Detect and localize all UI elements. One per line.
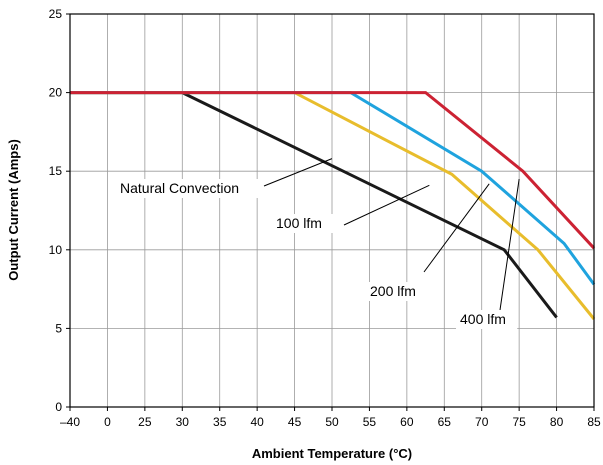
series-line-natural-convection xyxy=(70,91,558,319)
series-label-200-lfm: 200 lfm xyxy=(370,283,416,299)
series-line-400-lfm xyxy=(70,91,596,250)
series-label-400-lfm: 400 lfm xyxy=(460,311,506,327)
y-tick-label: 5 xyxy=(55,321,62,335)
leader-line-200-lfm xyxy=(423,183,490,273)
y-tick-label: 20 xyxy=(49,86,63,100)
series-label-natural-convection: Natural Convection xyxy=(120,180,239,196)
y-tick-label: 15 xyxy=(49,164,63,178)
y-tick-label: 10 xyxy=(49,243,63,257)
label-background-400-lfm xyxy=(456,310,518,329)
label-background-natural-convection xyxy=(116,179,261,198)
grid xyxy=(69,13,595,408)
y-tick-label: 25 xyxy=(49,7,63,21)
x-tick-label: 50 xyxy=(325,415,339,429)
x-tick-label: 80 xyxy=(550,415,564,429)
x-tick-label: 30 xyxy=(176,415,190,429)
x-tick-label: 45 xyxy=(288,415,302,429)
x-tick-label: 35 xyxy=(213,415,227,429)
x-tick-label: 65 xyxy=(438,415,452,429)
y-axis-title: Output Current (Amps) xyxy=(6,139,21,281)
x-tick-label: 60 xyxy=(400,415,414,429)
x-tick-label: 75 xyxy=(512,415,526,429)
leader-line-natural-convection xyxy=(263,158,333,187)
x-tick-label: 85 xyxy=(587,415,601,429)
x-tick-label: 25 xyxy=(138,415,152,429)
x-tick-label: 55 xyxy=(363,415,377,429)
y-tick-label: 0 xyxy=(55,400,62,414)
x-tick-label: 0 xyxy=(104,415,111,429)
label-background-100-lfm xyxy=(272,214,334,233)
series-lines xyxy=(70,91,596,320)
leader-line-100-lfm xyxy=(343,184,430,226)
x-axis-title: Ambient Temperature (°C) xyxy=(252,446,412,461)
x-tick-label: 70 xyxy=(475,415,489,429)
x-tick-label: 40 xyxy=(250,415,264,429)
label-background-200-lfm xyxy=(366,282,428,301)
x-tick-label: –40 xyxy=(60,415,80,429)
series-label-100-lfm: 100 lfm xyxy=(276,215,322,231)
leader-line-400-lfm xyxy=(499,178,520,311)
series-annotations: Natural Convection 100 lfm 200 lfm 400 lfm xyxy=(116,158,520,329)
